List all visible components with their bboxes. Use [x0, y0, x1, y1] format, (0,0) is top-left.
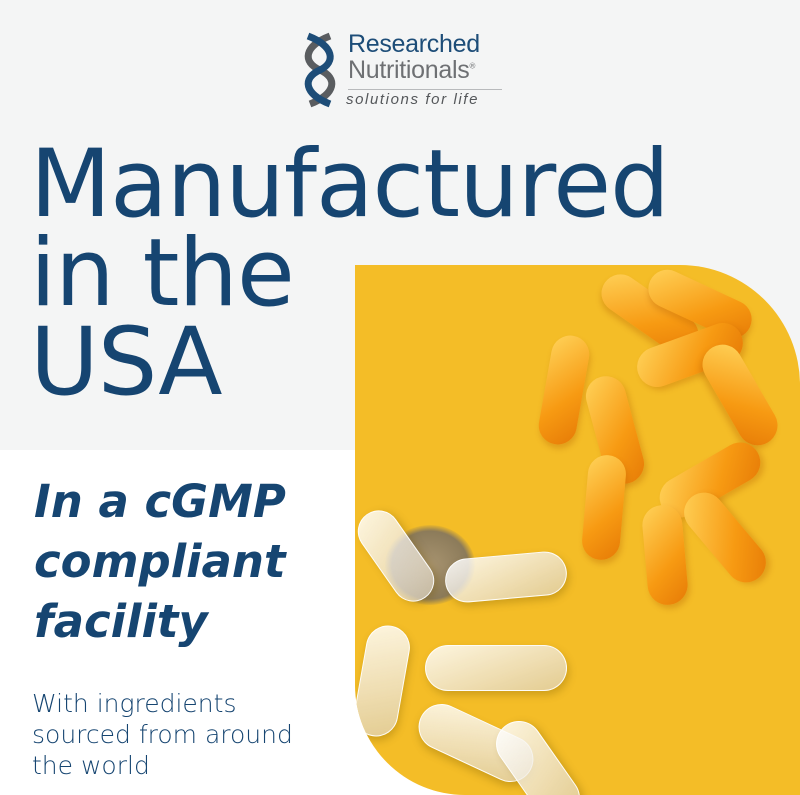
logo-divider	[348, 89, 502, 90]
subheadline-line: facility	[34, 595, 208, 648]
headline-line: USA	[30, 308, 223, 417]
headline: Manufactured in the USA	[30, 130, 670, 417]
body-line: sourced from around	[32, 720, 293, 749]
subheadline: In a cGMP compliant facility	[34, 472, 286, 652]
dna-helix-icon	[304, 32, 336, 108]
body-line: the world	[32, 751, 150, 780]
headline-line: Manufactured	[30, 130, 670, 239]
body-line: With ingredients	[32, 689, 237, 718]
logo-tagline: solutions for life	[346, 91, 480, 108]
body-text: With ingredients sourced from around the…	[32, 688, 293, 781]
subheadline-line: In a cGMP	[34, 475, 286, 528]
subheadline-line: compliant	[34, 535, 286, 588]
brand-logo: Researched Nutritionals® solutions for l…	[296, 30, 506, 110]
logo-line2: Nutritionals®	[348, 56, 476, 84]
logo-line1: Researched	[348, 30, 480, 58]
capsules-photo	[355, 265, 800, 795]
headline-line: in the	[30, 219, 295, 328]
